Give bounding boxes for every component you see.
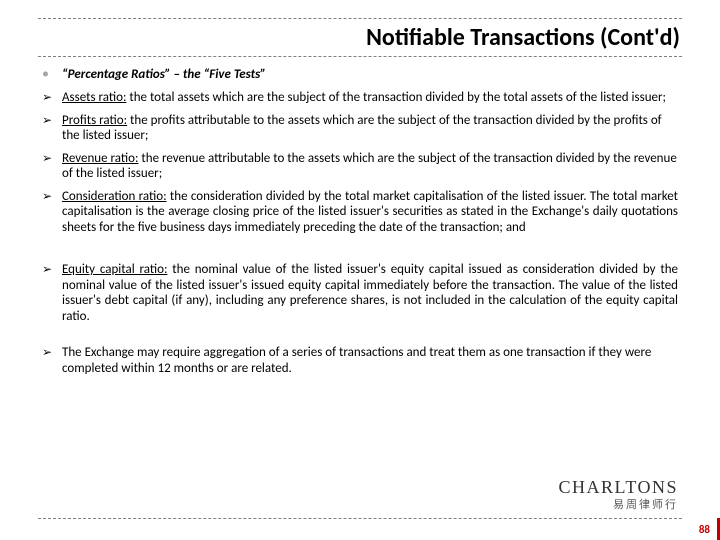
spacer bbox=[42, 331, 678, 345]
list-item: ➢ Assets ratio: the total assets which a… bbox=[42, 90, 678, 106]
list-item-text: Revenue ratio: the revenue attributable … bbox=[62, 151, 678, 182]
slide-title: Notifiable Transactions (Cont'd) bbox=[38, 23, 682, 52]
list-item-text: Consideration ratio: the consideration d… bbox=[62, 189, 678, 236]
list-item-lead: Assets ratio: bbox=[62, 90, 126, 105]
list-item-text: Equity capital ratio: the nominal value … bbox=[62, 262, 678, 324]
content-area: • “Percentage Ratios” – the “Five Tests”… bbox=[38, 67, 682, 376]
list-item: ➢ The Exchange may require aggregation o… bbox=[42, 345, 678, 376]
bullet-arrow-icon: ➢ bbox=[42, 189, 62, 205]
list-item-text: “Percentage Ratios” – the “Five Tests” bbox=[62, 67, 678, 83]
list-item: ➢ Profits ratio: the profits attributabl… bbox=[42, 113, 678, 144]
list-item-lead: Profits ratio: bbox=[62, 113, 127, 128]
list-item-body: the profits attributable to the assets w… bbox=[62, 113, 662, 144]
bullet-dot-icon: • bbox=[42, 67, 62, 81]
page-number: 88 bbox=[699, 523, 710, 536]
bullet-arrow-icon: ➢ bbox=[42, 262, 62, 278]
spacer bbox=[42, 242, 678, 262]
bullet-arrow-icon: ➢ bbox=[42, 151, 62, 167]
list-item-lead: Equity capital ratio: bbox=[62, 262, 167, 277]
title-rule-bottom bbox=[38, 56, 682, 57]
brand-logo: CHARLTONS 易周律师行 bbox=[558, 477, 678, 512]
brand-logo-primary: CHARLTONS bbox=[558, 477, 678, 498]
list-item-text: Assets ratio: the total assets which are… bbox=[62, 90, 678, 106]
slide: Notifiable Transactions (Cont'd) • “Perc… bbox=[0, 0, 720, 540]
list-item: • “Percentage Ratios” – the “Five Tests” bbox=[42, 67, 678, 83]
list-item: ➢ Equity capital ratio: the nominal valu… bbox=[42, 262, 678, 324]
list-item-lead: Consideration ratio: bbox=[62, 189, 167, 204]
list-item-body: the revenue attributable to the assets w… bbox=[62, 151, 677, 182]
brand-logo-secondary: 易周律师行 bbox=[558, 496, 678, 512]
footer-rule bbox=[38, 518, 682, 519]
list-item-body: the total assets which are the subject o… bbox=[126, 90, 666, 105]
bullet-arrow-icon: ➢ bbox=[42, 90, 62, 106]
list-item-text: Profits ratio: the profits attributable … bbox=[62, 113, 678, 144]
list-item-text: The Exchange may require aggregation of … bbox=[62, 345, 678, 376]
list-item: ➢ Consideration ratio: the consideration… bbox=[42, 189, 678, 236]
list-item-lead: Revenue ratio: bbox=[62, 151, 138, 166]
title-rule-top bbox=[38, 18, 682, 19]
list-item: ➢ Revenue ratio: the revenue attributabl… bbox=[42, 151, 678, 182]
bullet-arrow-icon: ➢ bbox=[42, 113, 62, 129]
bullet-arrow-icon: ➢ bbox=[42, 345, 62, 361]
